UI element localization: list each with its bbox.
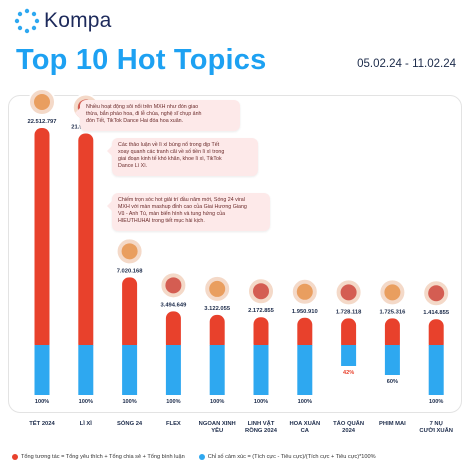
callout-line: đón Tết, TikTok Dance Hai đóa hoa xuân. [86,117,184,124]
topic-thumbnail-inner [165,277,182,294]
callout-line: MXH với màn mashup đỉnh cao của Giai Hươ… [118,203,247,210]
topic-thumbnail-inner [209,280,226,297]
category-label: CƯỜI XUÂN [419,426,453,434]
sentiment-value-label: 100% [210,399,224,405]
category-label: LÌ XÌ [80,419,93,427]
engagement-bar [428,319,444,351]
engagement-value-label: 1.725.316 [380,309,407,315]
legend-item-engagement: Tổng tương tác = Tổng yêu thích + Tổng c… [12,454,185,460]
sentiment-bar [384,345,400,375]
legend-label: Chỉ số cảm xúc = (Tích cực - Tiêu cực)/(… [207,454,376,460]
sentiment-value-label: 100% [254,399,268,405]
callout-line: Dance Lì Xì. [118,162,148,169]
category-label: HOA XUÂN [289,420,320,427]
topic-thumbnail-inner [340,284,357,301]
engagement-value-label: 1.950.910 [292,309,318,315]
topic-thumbnail-inner [428,285,445,302]
engagement-value-label: 7.020.168 [117,268,144,274]
engagement-value-label: 22.512.797 [27,119,56,125]
engagement-bar [165,311,181,351]
sentiment-bar [34,345,50,395]
sentiment-bar [297,345,313,395]
callout-arrow [107,201,112,211]
callout-line: Nhiều hoạt động sôi nổi trên MXH như đón… [86,104,199,110]
kompa-logo-icon [14,8,40,34]
sentiment-bar [253,345,269,395]
legend-swatch-blue [198,454,205,460]
engagement-bar [384,318,400,351]
category-label: LINH VẬT [248,420,275,427]
category-label: 7 NỤ [430,421,443,427]
page-title: Top 10 Hot Topics [16,44,267,76]
category-label: TÁO QUÂN [333,420,364,427]
callout-line: HIEUTHUHAI trong tiết mục hài kịch. [118,217,205,224]
engagement-bar [209,314,225,351]
sentiment-value-label: 100% [429,399,443,405]
engagement-bar [122,277,138,351]
category-label: NGOAN XINH [199,421,236,427]
callout-line: Vũ - Anh Tú, màn biển hình và tung hứng … [118,210,226,217]
sentiment-value-label: 100% [298,399,312,405]
engagement-value-label: 2.172.855 [248,308,275,314]
callout-arrow [75,108,80,118]
sentiment-bar [78,345,94,395]
engagement-value-label: 1.414.855 [423,310,450,316]
engagement-value-label: 1.728.118 [336,309,362,315]
callout-line: giai đoạn kinh tế khó khăn, khoe lì xì, … [118,155,222,162]
engagement-bar [297,317,313,351]
sentiment-bar [209,345,225,395]
callout-song24: Chiếm trọn sóc hot giải trí đầu năm mới,… [107,193,270,231]
sentiment-value-label: 100% [122,399,136,405]
sentiment-value-label: 60% [387,379,398,385]
callout-line: Chiếm trọn sóc hot giải trí đầu năm mới,… [118,197,245,203]
sentiment-value-label: 100% [35,399,49,405]
category-label: YÊU [211,426,223,434]
category-label: PHIM MAI [379,421,406,427]
sentiment-value-label: 100% [166,399,180,405]
category-label: FLEX [166,421,181,427]
engagement-bar [253,317,269,351]
date-range: 05.02.24 - 11.02.24 [357,58,456,70]
engagement-value-label: 3.494.649 [161,302,188,308]
legend-label: Tổng tương tác = Tổng yêu thích + Tổng c… [21,454,185,460]
callout-line: thừa, bắn pháo hoa, đi lễ chùa, nghệ sĩ … [86,110,202,117]
sentiment-value-label: 100% [79,399,93,405]
engagement-bar [34,128,50,351]
engagement-bar [78,133,94,351]
category-label: SÓNG 24 [117,419,143,427]
engagement-value-label: 3.122.055 [204,306,231,312]
callout-line: xoay quanh các tranh cãi về số tiền lì x… [118,148,225,155]
callout-line: Các thảo luận về lì xì bùng nổ trong dịp… [118,142,220,148]
topic-thumbnail-inner [121,243,138,260]
category-label: CA [301,428,310,434]
callout-arrow [107,146,112,156]
category-label: TẾT 2024 [29,420,55,427]
topic-thumbnail-inner [296,283,313,300]
category-label: RỒNG 2024 [245,427,278,434]
topic-thumbnail-inner [34,94,50,110]
chart-legend: Tổng tương tác = Tổng yêu thích + Tổng c… [12,454,464,460]
brand-name: Kompa [44,9,112,32]
topic-thumbnail-inner [384,284,401,301]
engagement-bar [341,318,357,351]
sentiment-bar [428,345,444,395]
category-label: 2024 [342,428,356,434]
kompa-logo: Kompa [14,6,112,36]
sentiment-value-label: 42% [343,370,354,376]
sentiment-bar [165,345,181,395]
topic-thumbnail-inner [253,283,269,300]
sentiment-bar [122,345,138,395]
legend-swatch-red [12,454,18,460]
callout-lixi: Các thảo luận về lì xì bùng nổ trong dịp… [107,138,258,176]
callout-tet: Nhiều hoạt động sôi nổi trên MXH như đón… [75,100,240,131]
sentiment-bar [341,345,357,366]
legend-item-sentiment: Chỉ số cảm xúc = (Tích cực - Tiêu cực)/(… [198,454,376,460]
